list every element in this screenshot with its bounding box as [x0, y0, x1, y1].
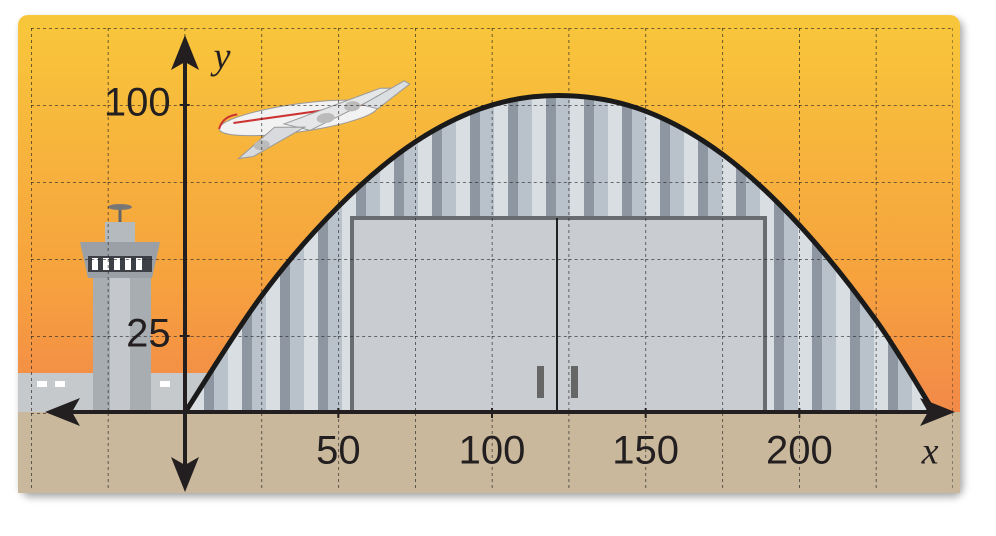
x-tick-label: 200 — [766, 429, 833, 473]
x-tick-label: 100 — [459, 429, 526, 473]
x-tick-label: 50 — [316, 429, 361, 473]
x-axis-label: x — [921, 431, 939, 473]
y-axis-label: y — [210, 36, 231, 78]
y-tick-label: 100 — [104, 81, 171, 125]
curve — [182, 93, 937, 415]
x-tick-label: 150 — [612, 429, 679, 473]
y-tick-label: 25 — [126, 312, 171, 356]
axes — [45, 35, 955, 492]
